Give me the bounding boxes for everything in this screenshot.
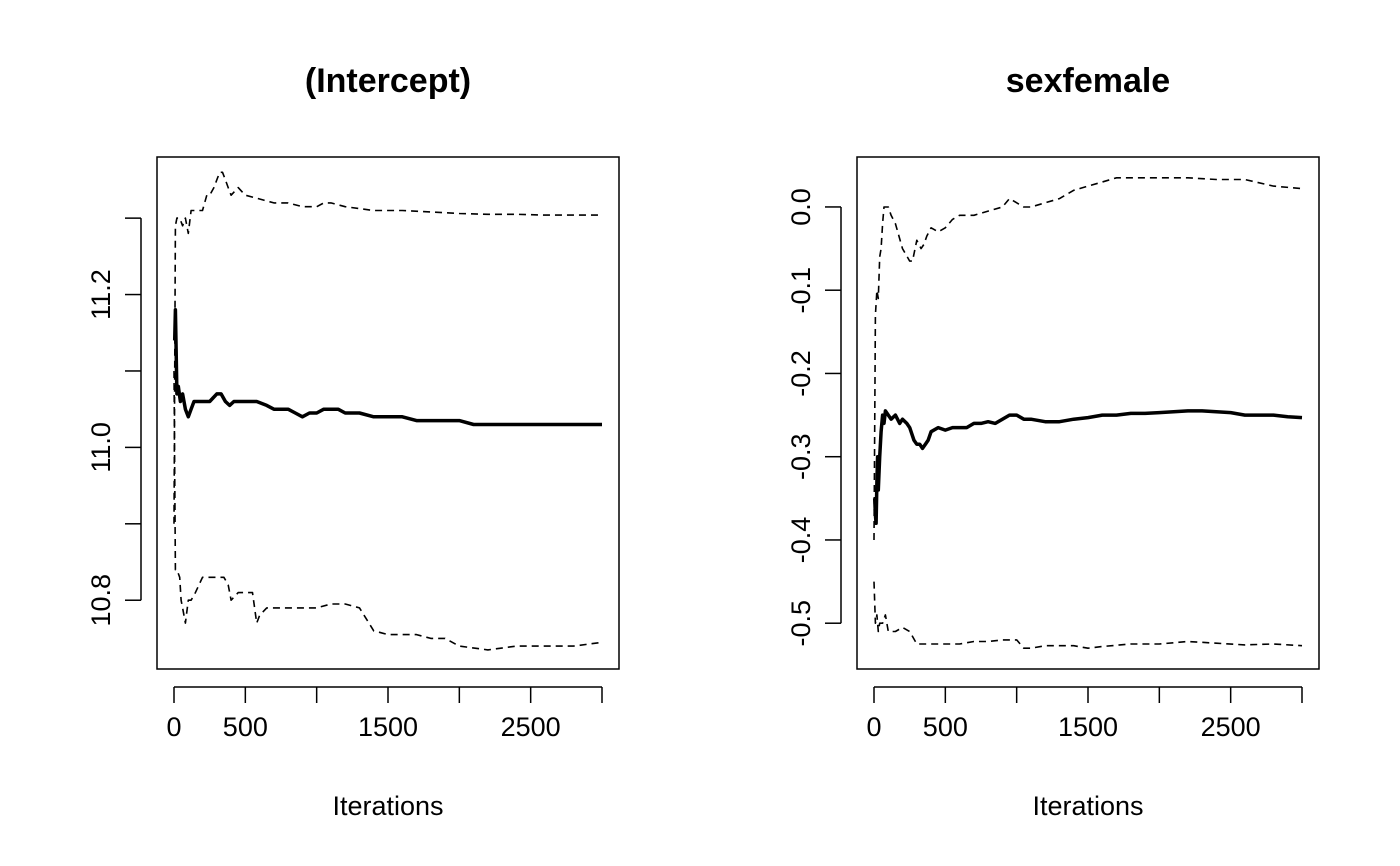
x-tick-label: 0 (866, 712, 881, 742)
y-tick-label: -0.3 (786, 433, 816, 480)
y-tick-label: -0.4 (786, 517, 816, 564)
x-tick-label: 500 (923, 712, 968, 742)
lower-quantile-line (873, 581, 1303, 650)
x-axis-label: Iterations (1032, 791, 1143, 821)
x-tick-label: 1500 (1058, 712, 1118, 742)
plot-frame (856, 156, 1320, 670)
plot-area: 0 500 1500 2500 10.8 11.0 11.2 (86, 156, 620, 742)
plot-frame (156, 156, 620, 670)
y-tick-label: -0.5 (786, 600, 816, 647)
upper-quantile-line (173, 171, 602, 524)
intercept-trace-panel: (Intercept) Iterations 0 500 1500 2500 10.8 1… (86, 62, 620, 821)
plot-area: 0 500 1500 2500 -0.5 -0.4 -0.3 -0.2 -0.1 0.0 (786, 156, 1320, 742)
sexfemale-trace-panel: sexfemale Iterations 0 500 1500 2500 -0.5 -0.… (786, 62, 1320, 821)
y-tick-label: 0.0 (786, 188, 816, 226)
running-mean-line (172, 308, 602, 427)
x-tick-label: 500 (223, 712, 268, 742)
x-tick-label: 1500 (358, 712, 418, 742)
x-tick-label: 0 (166, 712, 181, 742)
chart-title: sexfemale (1006, 62, 1170, 100)
y-tick-label: -0.2 (786, 350, 816, 397)
y-tick-label: 10.8 (86, 574, 116, 627)
y-tick-label: 11.0 (86, 422, 116, 473)
upper-quantile-line (873, 177, 1303, 541)
running-mean-line (872, 409, 1303, 526)
chart-title: (Intercept) (305, 62, 471, 100)
lower-quantile-line (173, 370, 603, 651)
y-tick-label: 11.2 (86, 269, 116, 320)
x-tick-label: 2500 (1201, 712, 1261, 742)
y-tick-label: -0.1 (786, 267, 816, 314)
x-axis-label: Iterations (332, 791, 443, 821)
x-tick-label: 2500 (501, 712, 561, 742)
